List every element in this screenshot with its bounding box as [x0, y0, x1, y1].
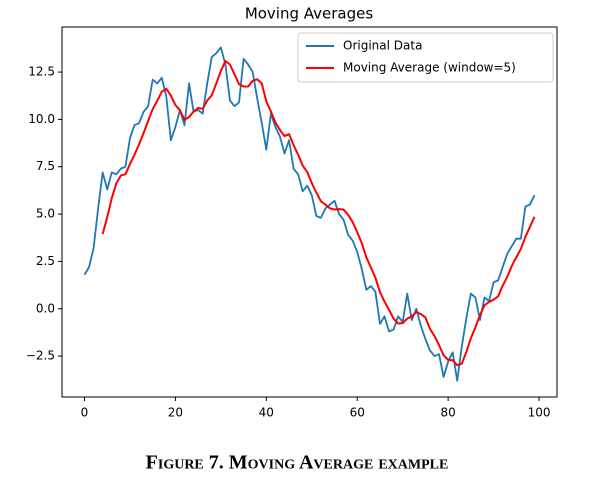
y-tick-label: 2.5: [36, 254, 55, 268]
x-tick-label: 60: [350, 406, 365, 420]
x-tick-label: 100: [528, 406, 551, 420]
x-tick-label: 40: [259, 406, 274, 420]
y-tick-label: 0.0: [36, 301, 55, 315]
x-tick-label: 20: [168, 406, 183, 420]
chart-title: Moving Averages: [245, 5, 374, 23]
legend-label: Moving Average (window=5): [343, 61, 516, 75]
x-tick-label: 80: [440, 406, 455, 420]
y-tick-label: −2.5: [26, 349, 55, 363]
y-tick-label: 12.5: [28, 65, 55, 79]
y-tick-label: 10.0: [28, 112, 55, 126]
x-tick-label: 0: [81, 406, 89, 420]
legend-label: Original Data: [343, 39, 422, 53]
legend-box: [297, 32, 554, 83]
data-line: [83, 46, 536, 382]
y-tick-label: 5.0: [36, 207, 55, 221]
data-line: [101, 60, 536, 367]
y-tick-label: 7.5: [36, 159, 55, 173]
figure-caption: Figure 7. Moving Average example: [146, 452, 449, 474]
plot-frame: [61, 26, 558, 398]
